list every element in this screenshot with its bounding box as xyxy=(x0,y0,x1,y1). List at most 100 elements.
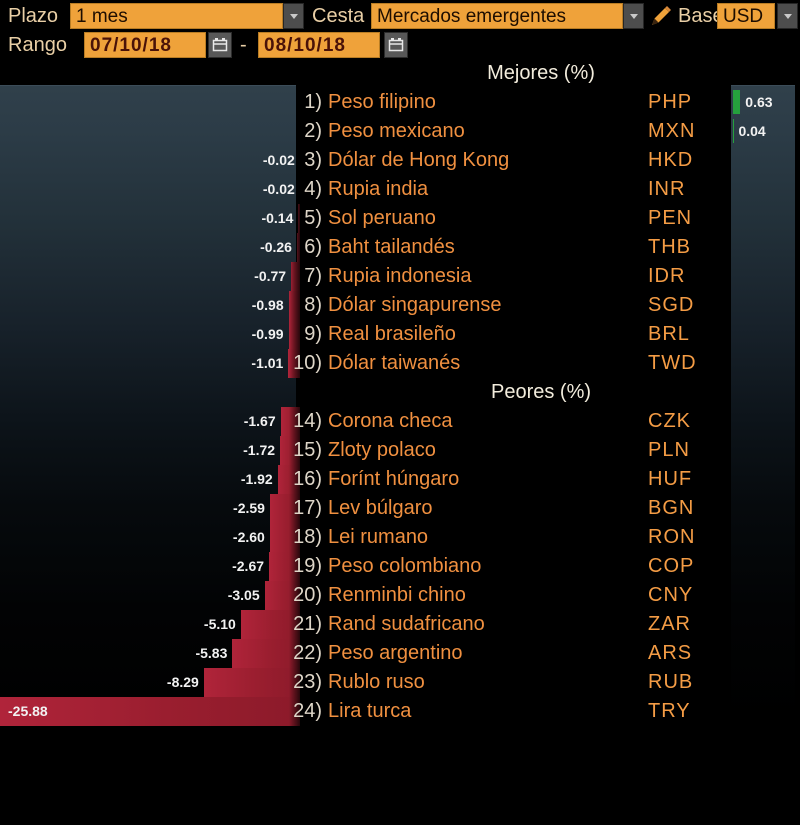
value-label: -2.60 xyxy=(232,529,265,545)
currency-name: Renminbi chino xyxy=(328,584,466,606)
cesta-label: Cesta xyxy=(312,5,365,27)
currency-name: Zloty polaco xyxy=(328,439,436,461)
value-label: -1.72 xyxy=(243,442,276,458)
currency-code: HUF xyxy=(648,468,693,490)
currency-row[interactable]: -0.77 7) Rupia indonesia IDR xyxy=(0,262,800,291)
currency-row[interactable]: -1.72 15) Zloty polaco PLN xyxy=(0,436,800,465)
negative-bar xyxy=(240,610,300,639)
cesta-dropdown-button[interactable] xyxy=(623,3,644,29)
currency-name: Lei rumano xyxy=(328,526,429,548)
negative-bar xyxy=(280,436,300,465)
base-dropdown-button[interactable] xyxy=(777,3,798,29)
range-separator: - xyxy=(240,34,247,56)
negative-bar xyxy=(264,581,300,610)
currency-row[interactable]: -5.83 22) Peso argentino ARS xyxy=(0,639,800,668)
currency-code: CZK xyxy=(648,410,691,432)
edit-basket-button[interactable] xyxy=(648,3,672,29)
currency-name: Lira turca xyxy=(328,700,412,722)
base-field[interactable]: USD xyxy=(717,3,775,29)
currency-row[interactable]: -0.14 5) Sol peruano PEN xyxy=(0,204,800,233)
currency-row[interactable]: 0.63 1) Peso filipino PHP xyxy=(0,88,800,117)
plazo-field[interactable]: 1 mes xyxy=(70,3,283,29)
currency-name: Dólar singapurense xyxy=(328,294,502,316)
currency-code: CNY xyxy=(648,584,694,606)
value-label: -0.14 xyxy=(261,210,294,226)
negative-bar xyxy=(288,349,300,378)
currency-row[interactable]: -1.67 14) Corona checa CZK xyxy=(0,407,800,436)
currency-code: TWD xyxy=(648,352,697,374)
value-label: -8.29 xyxy=(166,674,199,690)
currency-rank: 7) xyxy=(304,265,322,287)
negative-bar xyxy=(288,320,300,349)
currency-row[interactable]: -5.10 21) Rand sudafricano ZAR xyxy=(0,610,800,639)
currency-code: ZAR xyxy=(648,613,691,635)
currency-name: Peso argentino xyxy=(328,642,463,664)
currency-name: Rand sudafricano xyxy=(328,613,485,635)
currency-code: MXN xyxy=(648,120,696,142)
currency-row[interactable]: -2.59 17) Lev búlgaro BGN xyxy=(0,494,800,523)
cesta-field[interactable]: Mercados emergentes xyxy=(371,3,623,29)
negative-bar xyxy=(277,465,300,494)
date-to-field[interactable]: 08/10/18 xyxy=(258,32,380,58)
currency-row[interactable]: -8.29 23) Rublo ruso RUB xyxy=(0,668,800,697)
plazo-dropdown-button[interactable] xyxy=(283,3,304,29)
calendar-icon xyxy=(388,38,404,52)
currency-name: Dólar de Hong Kong xyxy=(328,149,510,171)
currency-name: Dólar taiwanés xyxy=(328,352,461,374)
currency-rank: 1) xyxy=(304,91,322,113)
currency-rank: 24) xyxy=(293,700,322,722)
currency-row[interactable]: -2.60 18) Lei rumano RON xyxy=(0,523,800,552)
negative-bar xyxy=(280,407,300,436)
currency-rank: 6) xyxy=(304,236,322,258)
value-label: -3.05 xyxy=(227,587,260,603)
currency-name: Rublo ruso xyxy=(328,671,425,693)
currency-row[interactable]: -0.02 4) Rupia india INR xyxy=(0,175,800,204)
currency-code: PHP xyxy=(648,91,693,113)
plazo-label: Plazo xyxy=(8,5,59,27)
currency-rank: 9) xyxy=(304,323,322,345)
currency-row[interactable]: -0.98 8) Dólar singapurense SGD xyxy=(0,291,800,320)
currency-code: SGD xyxy=(648,294,695,316)
currency-row[interactable]: -1.01 10) Dólar taiwanés TWD xyxy=(0,349,800,378)
currency-code: RUB xyxy=(648,671,694,693)
currency-row[interactable]: -2.67 19) Peso colombiano COP xyxy=(0,552,800,581)
negative-bar xyxy=(269,523,300,552)
value-label: 0.04 xyxy=(738,123,766,139)
negative-bar xyxy=(232,639,300,668)
currency-code: RON xyxy=(648,526,696,548)
worst-section-header: Peores (%) xyxy=(490,381,592,403)
currency-name: Sol peruano xyxy=(328,207,436,229)
currency-name: Peso colombiano xyxy=(328,555,482,577)
date-from-field[interactable]: 07/10/18 xyxy=(84,32,206,58)
currency-code: THB xyxy=(648,236,691,258)
currency-rank: 14) xyxy=(293,410,322,432)
negative-bar xyxy=(288,291,300,320)
currency-row[interactable]: -0.26 6) Baht tailandés THB xyxy=(0,233,800,262)
currency-code: PLN xyxy=(648,439,690,461)
currency-name: Lev búlgaro xyxy=(328,497,433,519)
currency-rank: 10) xyxy=(293,352,322,374)
positive-bar xyxy=(733,119,734,143)
currency-row[interactable]: -3.05 20) Renminbi chino CNY xyxy=(0,581,800,610)
negative-bar xyxy=(296,233,300,262)
currency-name: Corona checa xyxy=(328,410,453,432)
currency-code: TRY xyxy=(648,700,691,722)
currency-rank: 3) xyxy=(304,149,322,171)
currency-row[interactable]: 0.04 2) Peso mexicano MXN xyxy=(0,117,800,146)
currency-code: IDR xyxy=(648,265,686,287)
currency-row[interactable]: -0.99 9) Real brasileño BRL xyxy=(0,320,800,349)
currency-rank: 2) xyxy=(304,120,322,142)
currency-row[interactable]: -1.92 16) Forínt húngaro HUF xyxy=(0,465,800,494)
chevron-down-icon xyxy=(783,14,792,19)
value-label: 0.63 xyxy=(745,94,773,110)
chevron-down-icon xyxy=(289,14,298,19)
negative-bar xyxy=(298,204,300,233)
currency-rank: 5) xyxy=(304,207,322,229)
currency-row[interactable]: -25.88 24) Lira turca TRY xyxy=(0,697,800,726)
currency-rank: 18) xyxy=(293,526,322,548)
currency-rank: 20) xyxy=(293,584,322,606)
date-from-calendar-button[interactable] xyxy=(208,32,232,58)
rango-label: Rango xyxy=(8,34,67,56)
currency-row[interactable]: -0.02 3) Dólar de Hong Kong HKD xyxy=(0,146,800,175)
date-to-calendar-button[interactable] xyxy=(384,32,408,58)
